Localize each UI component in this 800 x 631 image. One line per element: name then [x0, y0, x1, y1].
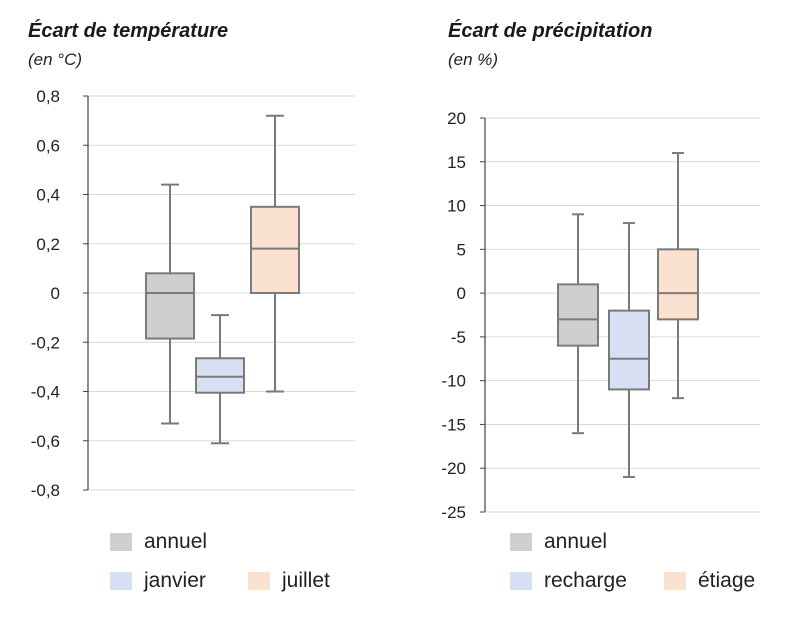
temperature-tick-label: -0,2 — [31, 333, 60, 352]
temperature-tick-label: -0,4 — [31, 383, 60, 402]
precipitation-etiage-box — [657, 248, 699, 321]
temperature-tick-label: 0,8 — [36, 87, 60, 106]
precipitation-tick-label: 20 — [447, 109, 466, 128]
legend-label: étiage — [698, 569, 756, 592]
temperature-tick-label: 0,4 — [36, 186, 60, 205]
legend-label: recharge — [544, 569, 627, 592]
temperature-annuel-box — [145, 272, 195, 340]
legend-item-annuel-precipitation: annuel — [510, 530, 607, 554]
legend-item-juillet: juillet — [248, 569, 330, 593]
legend-item-annuel-temperature: annuel — [110, 530, 207, 554]
temperature-tick-label: 0,2 — [36, 235, 60, 254]
precipitation-tick-label: -5 — [451, 328, 466, 347]
legend-swatch-recharge — [510, 572, 532, 590]
precipitation-recharge-box — [608, 309, 650, 391]
precipitation-annuel-box — [557, 283, 599, 347]
legend-swatch-juillet — [248, 572, 270, 590]
legend-label: janvier — [144, 569, 206, 592]
precipitation-tick-label: -15 — [441, 415, 466, 434]
precipitation-tick-label: -20 — [441, 459, 466, 478]
precipitation-chart-title: Écart de précipitation — [448, 20, 653, 42]
legend-label: juillet — [282, 569, 330, 592]
legend-item-etiage: étiage — [664, 569, 755, 593]
legend-label: annuel — [544, 530, 608, 553]
temperature-juillet-box — [250, 205, 300, 294]
precipitation-tick-label: -10 — [441, 372, 466, 391]
legend-label: annuel — [144, 530, 208, 553]
temperature-chart-title: Écart de température — [28, 20, 229, 42]
temperature-tick-label: 0,6 — [36, 136, 60, 155]
precipitation-tick-label: 0 — [457, 284, 466, 303]
temperature-chart-unit: (en °C) — [28, 50, 83, 69]
temperature-tick-label: -0,6 — [31, 432, 60, 451]
legend-swatch-janvier — [110, 572, 132, 590]
legend-swatch-etiage — [664, 572, 686, 590]
temperature-janvier-box — [195, 357, 245, 394]
legend-item-recharge: recharge — [510, 569, 627, 593]
legend-swatch-annuel — [510, 533, 532, 551]
precipitation-tick-label: -25 — [441, 503, 466, 522]
precipitation-tick-label: 10 — [447, 197, 466, 216]
precipitation-tick-label: 5 — [457, 240, 466, 259]
legend-item-janvier: janvier — [110, 569, 206, 593]
precipitation-tick-label: 15 — [447, 153, 466, 172]
temperature-tick-label: 0 — [51, 284, 60, 303]
precipitation-chart-unit: (en %) — [448, 50, 499, 69]
legend-swatch-annuel — [110, 533, 132, 551]
temperature-tick-label: -0,8 — [31, 481, 60, 500]
